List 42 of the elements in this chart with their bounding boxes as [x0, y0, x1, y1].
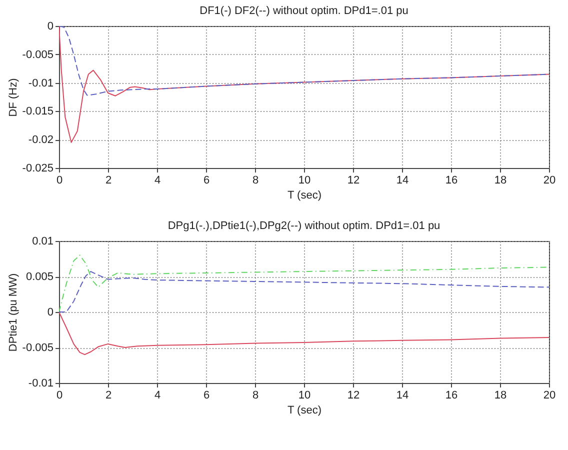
x-axis-title: T (sec) — [287, 190, 322, 202]
x-tick-label: 16 — [445, 174, 458, 186]
x-tick-label: 16 — [445, 390, 458, 402]
line-series — [59, 271, 549, 312]
y-tick-label: -0.005 — [22, 342, 54, 354]
x-tick-label: 14 — [396, 390, 409, 402]
x-tick-label: 10 — [298, 174, 311, 186]
chart-title: DPg1(-.),DPtie1(-),DPg2(--) without optim. DPd1=.01 pu — [168, 220, 440, 232]
y-tick-label: -0.01 — [28, 378, 54, 390]
chart-title: DF1(-) DF2(--) without optim. DPd1=.01 pu — [200, 5, 408, 17]
y-tick-label: -0.025 — [22, 162, 54, 174]
x-tick-label: 14 — [396, 174, 409, 186]
x-tick-label: 6 — [203, 174, 210, 186]
x-tick-label: 8 — [252, 390, 259, 402]
x-tick-label: 2 — [105, 390, 112, 402]
y-tick-label: -0.015 — [22, 106, 54, 118]
y-tick-label: 0.005 — [26, 271, 54, 283]
y-tick-label: 0 — [47, 306, 54, 318]
x-tick-label: 20 — [543, 174, 556, 186]
x-axis-title: T (sec) — [287, 404, 322, 416]
y-axis-title: DF (Hz) — [7, 78, 20, 117]
x-tick-label: 6 — [203, 390, 210, 402]
y-tick-label: -0.005 — [22, 48, 54, 61]
y-tick-label: -0.01 — [28, 77, 54, 90]
x-tick-label: 8 — [252, 174, 259, 186]
x-tick-label: 12 — [347, 390, 360, 402]
line-series — [59, 312, 549, 356]
y-tick-label: 0.01 — [32, 236, 54, 248]
x-tick-label: 20 — [543, 390, 556, 402]
y-tick-label: 0 — [47, 20, 54, 32]
x-tick-label: 18 — [494, 390, 507, 402]
line-series — [59, 254, 549, 312]
x-tick-label: 4 — [154, 174, 161, 186]
y-tick-label: -0.02 — [28, 134, 54, 146]
x-tick-label: 4 — [154, 390, 161, 402]
x-tick-label: 10 — [298, 390, 311, 402]
x-tick-label: 12 — [347, 174, 360, 186]
x-tick-label: 2 — [105, 174, 112, 186]
x-tick-label: 18 — [494, 174, 507, 186]
x-tick-label: 0 — [56, 174, 63, 186]
y-axis-title: DPtie1 (pu MW) — [7, 273, 20, 352]
x-tick-label: 0 — [56, 390, 63, 402]
